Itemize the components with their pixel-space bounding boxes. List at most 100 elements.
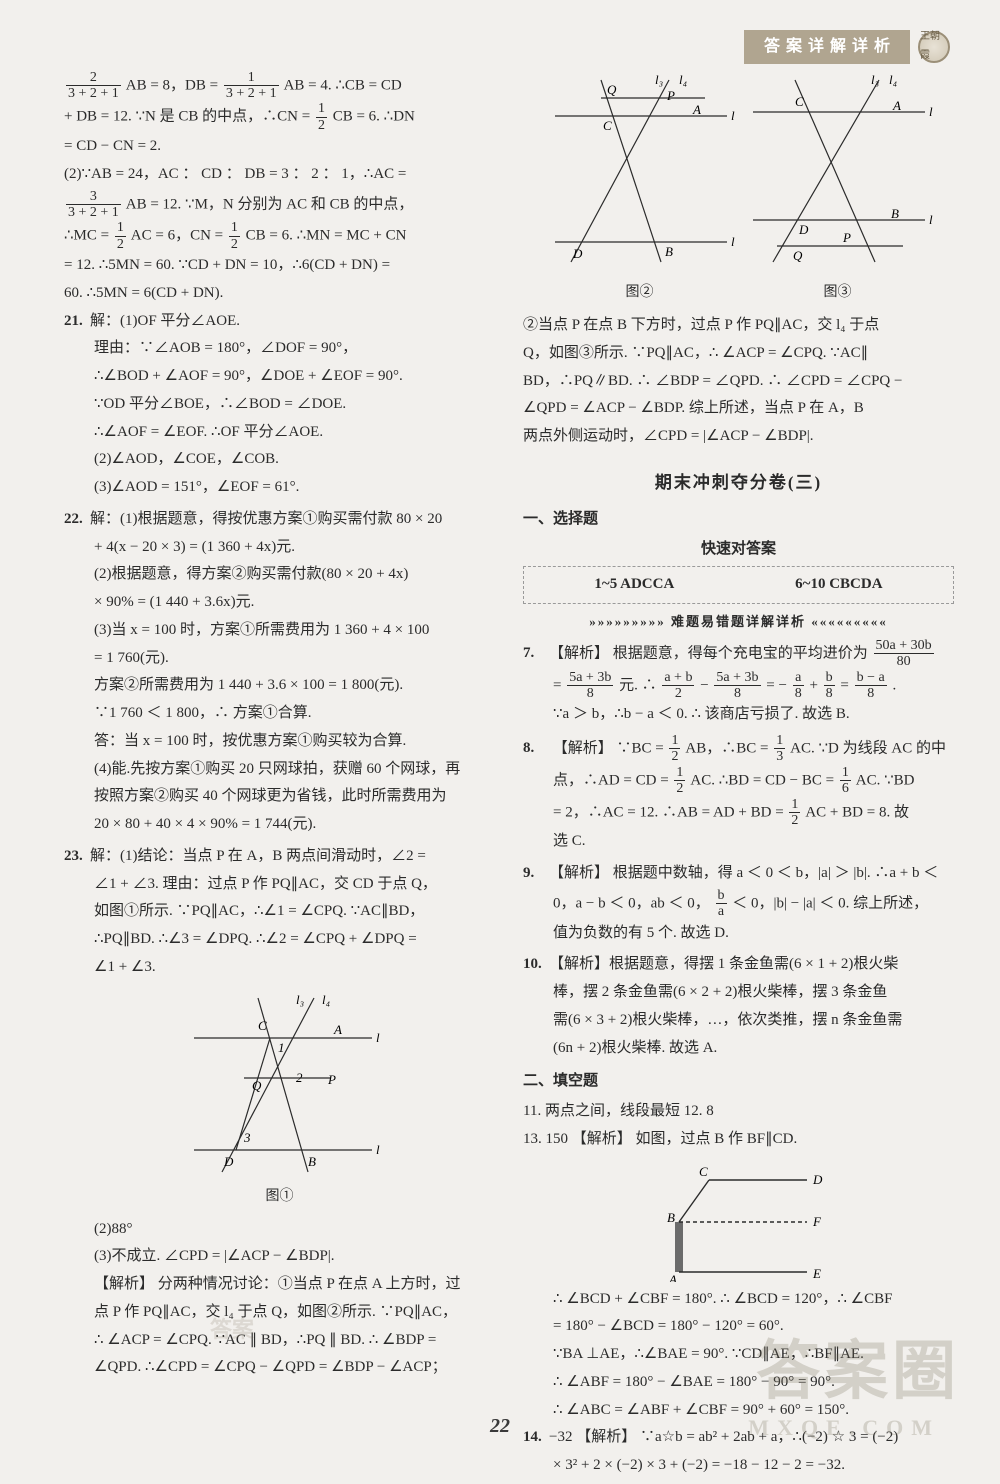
fast-answer-label: 快速对答案 [523, 536, 954, 564]
text-line: (3)∠AOD = 151°，∠EOF = 61°. [64, 474, 495, 502]
question-11-12: 11. 两点之间，线段最短 12. 8 [523, 1098, 954, 1126]
text: −32 【解析】 ∵a☆b = ab² + 2ab + a，∴(−2) ☆ 3 … [549, 1429, 898, 1445]
figure-caption: 图② [545, 280, 735, 306]
text-line: × 3² + 2 × (−2) × 3 + (−2) = −18 − 12 − … [523, 1452, 954, 1480]
text-line: (3)不成立. ∠CPD = |∠ACP − ∠BDP|. [64, 1243, 495, 1271]
fraction: ba [714, 888, 729, 920]
text: 解：(1)根据题意，得按优惠方案①购买需付款 80 × 20 [90, 511, 442, 527]
text: AC = 6，CN = [131, 228, 227, 244]
svg-text:l₂: l₂ [376, 1142, 380, 1157]
svg-text:Q: Q [793, 248, 803, 263]
svg-text:Q: Q [607, 82, 617, 97]
text-line: (2)∠AOD，∠COE，∠COB. [64, 446, 495, 474]
svg-text:l₃: l₃ [655, 72, 663, 87]
text-line: (3)当 x = 100 时，方案①所需费用为 1 360 + 4 × 100 [64, 617, 495, 645]
text: + DB = 12. ∵N 是 CB 的中点，∴CN = [64, 109, 314, 125]
text: AC. ∵D 为线段 AC 的中 [790, 740, 946, 756]
divider-label: »»»»»»»»» 难题易错题详解详析 ««««««««« [523, 610, 954, 634]
fraction: 13 + 2 + 1 [222, 70, 281, 102]
text: AC + BD = 8. 故 [805, 804, 909, 820]
text: 解：(1)结论：当点 P 在 A，B 两点间滑动时，∠2 = [90, 848, 426, 864]
text: 0，a − b ＜ 0，ab ＜ 0， [553, 895, 710, 911]
fraction: 12 [787, 797, 802, 829]
text-line: 60. ∴5MN = 6(CD + DN). [64, 280, 495, 308]
question-number: 21. [64, 308, 90, 336]
page-header: 答案详解详析 王朝霞 [64, 30, 954, 64]
text-line: 两点外侧运动时，∠CPD = |∠ACP − ∠BDP|. [523, 423, 954, 451]
figure-1: l₃l₄l₁l₂CADBQP123 [180, 990, 380, 1180]
fraction: 13 [772, 733, 787, 765]
text-line: × 90% = (1 440 + 3.6x)元. [64, 589, 495, 617]
text-line: 理由：∵∠AOB = 180°，∠DOF = 90°， [64, 335, 495, 363]
text: 点，∴AD = CD = [553, 772, 672, 788]
question-number: 7. [523, 640, 549, 668]
answer-range-1: 1~5 ADCCA [594, 571, 674, 599]
question-10: 10.【解析】根据题意，得摆 1 条金鱼需(6 × 1 + 2)根火柴 棒，摆 … [523, 951, 954, 1062]
text: ＜ 0，|b| − |a| ＜ 0. 综上所述， [732, 895, 928, 911]
fraction: a + b2 [660, 670, 696, 702]
svg-text:l₄: l₄ [322, 992, 331, 1007]
text-line: ∠QPD = ∠ACP − ∠BDP. 综上所述，当点 P 在 A，B [523, 395, 954, 423]
answer-box: 1~5 ADCCA 6~10 CBCDA [523, 566, 954, 604]
text-line: (2)根据题意，得方案②购买需付款(80 × 20 + 4x) [64, 561, 495, 589]
text: 元. ∴ [619, 677, 657, 693]
fraction: 12 [672, 765, 687, 797]
text: 解：(1)OF 平分∠AOE. [90, 313, 240, 329]
svg-text:B: B [308, 1154, 316, 1169]
svg-text:P: P [666, 88, 675, 103]
text-line: ∴ ∠BCD + ∠CBF = 180°. ∴ ∠BCD = 120°，∴ ∠C… [523, 1286, 954, 1314]
text-line: 33 + 2 + 1 AB = 12. ∵M，N 分别为 AC 和 CB 的中点… [64, 189, 495, 221]
text: 难题易错题详解详析 [671, 614, 806, 629]
svg-text:B: B [665, 244, 673, 259]
svg-text:A: A [692, 102, 701, 117]
svg-text:l₃: l₃ [871, 72, 879, 87]
svg-text:3: 3 [243, 1130, 251, 1145]
text-line: 【解析】 分两种情况讨论：①当点 P 在点 A 上方时，过 [64, 1271, 495, 1299]
text-line: ∴PQ∥BD. ∴∠3 = ∠DPQ. ∴∠2 = ∠CPQ + ∠DPQ = [64, 926, 495, 954]
svg-text:D: D [798, 222, 809, 237]
figure-row: QPCADBl₃l₄l₁l₂ 图② CADBPQl₃l₄l₁l₂ 图③ [523, 70, 954, 313]
text: AB，∴BC = [685, 740, 772, 756]
exam-title: 期末冲刺夺分卷(三) [523, 467, 954, 498]
svg-text:D: D [572, 246, 583, 261]
text-line: BD，∴PQ∥BD. ∴ ∠BDP = ∠QPD. ∴ ∠CPD = ∠CPQ … [523, 368, 954, 396]
text: CB = 6. ∴DN [333, 109, 415, 125]
text: ∴MC = [64, 228, 113, 244]
question-23: 23.解：(1)结论：当点 P 在 A，B 两点间滑动时，∠2 = ∠1 + ∠… [64, 843, 495, 1382]
svg-text:1: 1 [278, 1040, 285, 1055]
page-number: 22 [490, 1408, 510, 1445]
fraction: 33 + 2 + 1 [64, 189, 123, 221]
content-columns: 23 + 2 + 1 AB = 8，DB = 13 + 2 + 1 AB = 4… [64, 70, 954, 1484]
question-8: 8. 【解析】 ∵BC = 12 AB，∴BC = 13 AC. ∵D 为线段 … [523, 733, 954, 856]
text-line: + DB = 12. ∵N 是 CB 的中点，∴CN = 12 CB = 6. … [64, 101, 495, 133]
text: . [893, 677, 897, 693]
text-line: 方案②所需费用为 1 440 + 3.6 × 100 = 1 800(元). [64, 672, 495, 700]
text: AC. ∵BD [856, 772, 915, 788]
fraction: 5a + 3b8 [565, 670, 615, 702]
question-number: 8. [523, 735, 549, 763]
fraction: 50a + 30b80 [872, 638, 936, 670]
text-line: ∵1 760 ＜ 1 800，∴ 方案①合算. [64, 700, 495, 728]
svg-text:l₁: l₁ [376, 1030, 380, 1045]
fraction: 12 [314, 101, 329, 133]
svg-text:C: C [603, 118, 612, 133]
text: AB = 12. ∵M，N 分别为 AC 和 CB 的中点， [126, 196, 414, 212]
text-line: ∴MC = 12 AC = 6，CN = 12 CB = 6. ∴MN = MC… [64, 220, 495, 252]
svg-text:l₂: l₂ [929, 212, 933, 227]
question-number: 9. [523, 860, 549, 888]
svg-text:B: B [667, 1210, 675, 1225]
svg-text:l₁: l₁ [929, 104, 933, 119]
section-heading: 二、填空题 [523, 1068, 954, 1096]
text: AB = 4. ∴CB = CD [284, 77, 402, 93]
text-line: = 1 760(元). [64, 645, 495, 673]
text-line: (4)能.先按方案①购买 20 只网球拍，获赠 60 个网球，再 [64, 756, 495, 784]
text-line: = 2，∴AC = 12. ∴AB = AD + BD = 12 AC + BD… [523, 797, 954, 829]
svg-text:A: A [892, 98, 901, 113]
figure-caption: 图① [64, 1184, 495, 1210]
question-22: 22.解：(1)根据题意，得按优惠方案①购买需付款 80 × 20 + 4(x … [64, 506, 495, 839]
text-line: + 4(x − 20 × 3) = (1 360 + 4x)元. [64, 534, 495, 562]
svg-text:C: C [795, 94, 804, 109]
text: 【解析】 根据题中数轴，得 a ＜ 0 ＜ b，|a| ＞ |b|. ∴a + … [549, 865, 938, 881]
text: + [809, 677, 821, 693]
text: AC. ∴BD = CD − BC = [690, 772, 837, 788]
